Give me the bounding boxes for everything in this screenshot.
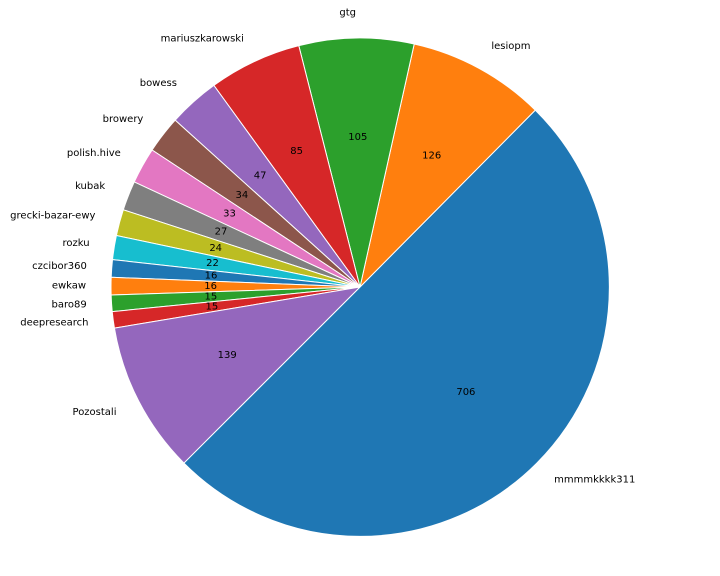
category-label: grecki-bazar-ewy	[10, 211, 95, 222]
category-label: mariuszkarowski	[161, 33, 244, 44]
category-label: bowess	[140, 78, 177, 89]
value-label: 33	[223, 209, 236, 220]
value-label: 15	[206, 301, 219, 312]
category-label: lesiopm	[491, 41, 530, 52]
category-label: mmmmkkkk311	[554, 475, 635, 486]
value-label: 22	[206, 258, 219, 269]
value-label: 706	[456, 387, 475, 398]
category-label: czcibor360	[32, 261, 87, 272]
value-label: 139	[218, 350, 237, 361]
category-label: gtg	[339, 8, 356, 19]
category-labels-group: mmmmkkkk311 lesiopm gtg mariuszkarowski bowe…	[10, 8, 635, 486]
value-label: 47	[254, 170, 267, 181]
pie-slice-lesiopm	[359, 43, 536, 288]
category-label: polish.hive	[67, 148, 121, 159]
value-label: 15	[205, 291, 218, 302]
value-label: 16	[204, 281, 217, 292]
value-label: 16	[205, 270, 218, 281]
category-label: rozku	[62, 238, 89, 249]
category-label: browery	[103, 114, 144, 125]
value-label: 24	[209, 243, 222, 254]
pie-slice-pozostali	[113, 286, 361, 464]
value-label: 27	[215, 227, 228, 238]
category-label: ewkaw	[52, 281, 86, 292]
slices-group	[110, 37, 610, 537]
value-label: 126	[422, 150, 441, 161]
category-label: kubak	[75, 181, 105, 192]
category-label: Pozostali	[73, 407, 117, 418]
value-label: 105	[348, 132, 367, 143]
category-label: baro89	[51, 299, 86, 310]
category-label: deepresearch	[20, 318, 88, 329]
pie-slice-mmmmkkkk311	[183, 109, 610, 537]
value-label: 85	[290, 146, 303, 157]
pie-slice-gtg	[298, 37, 415, 288]
value-label: 34	[235, 190, 248, 201]
